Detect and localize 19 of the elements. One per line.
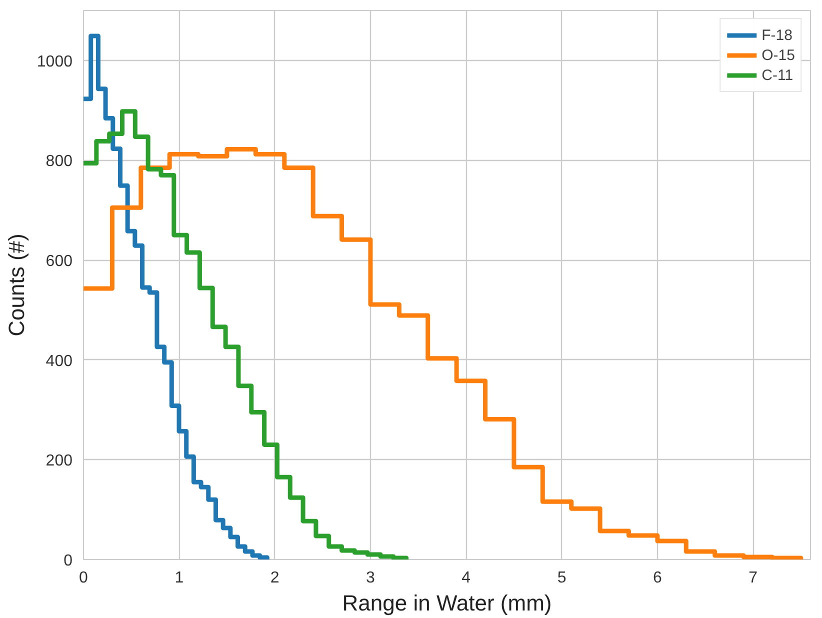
y-tick-label: 0: [64, 552, 73, 570]
y-axis-title: Counts (#): [4, 234, 29, 336]
x-tick-label: 4: [462, 570, 471, 586]
x-tick-label: 1: [174, 570, 184, 586]
legend-label: F-18: [762, 26, 792, 44]
x-tick-label: 0: [79, 570, 88, 586]
legend-label: C-11: [762, 66, 794, 84]
legend-label: O-15: [762, 46, 795, 64]
x-tick-label: 3: [366, 570, 376, 586]
x-tick-label: 2: [270, 570, 280, 586]
y-tick-label: 1000: [36, 53, 73, 70]
y-tick-label: 800: [46, 153, 73, 170]
y-tick-label: 400: [46, 352, 73, 370]
y-tick-label: 200: [46, 452, 73, 470]
x-axis-title: Range in Water (mm): [342, 590, 552, 616]
x-tick-label: 6: [653, 570, 662, 586]
x-tick-label: 5: [557, 570, 566, 586]
x-tick-label: 7: [748, 570, 758, 586]
y-tick-label: 600: [46, 253, 73, 270]
